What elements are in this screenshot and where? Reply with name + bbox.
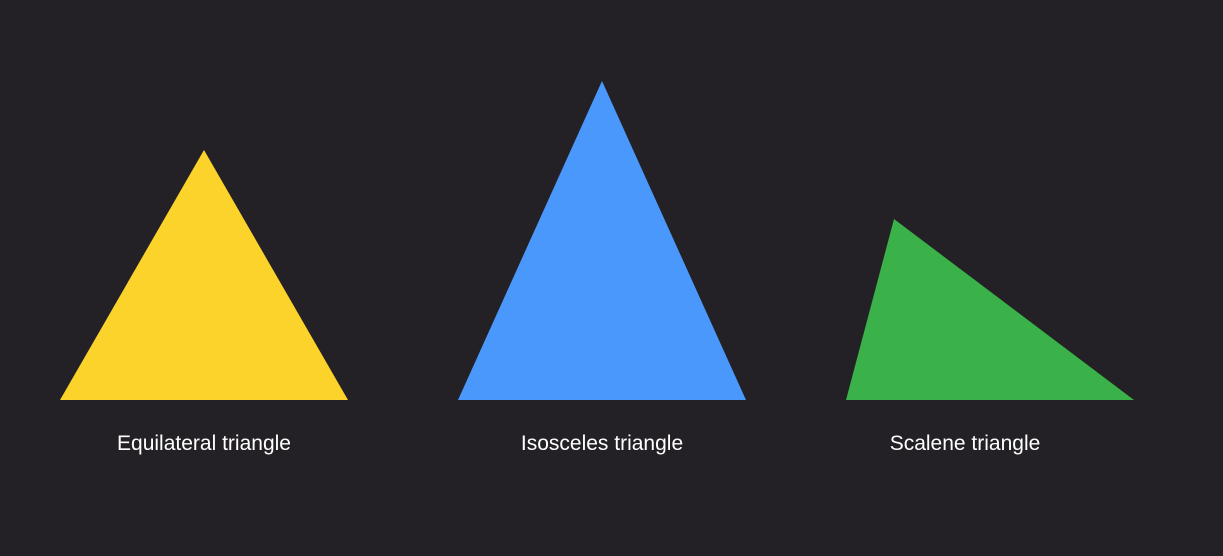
isosceles-triangle-shape [458, 81, 746, 400]
scalene-triangle-label: Scalene triangle [889, 432, 1041, 455]
equilateral-triangle-shape [60, 150, 348, 400]
isosceles-triangle-label: Isosceles triangle [520, 432, 684, 455]
scalene-triangle-shape [846, 219, 1134, 400]
equilateral-triangle-label: Equilateral triangle [117, 432, 291, 455]
